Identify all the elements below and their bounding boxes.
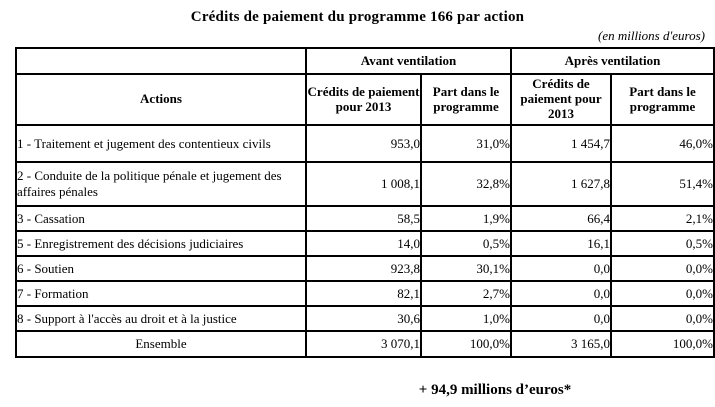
table-row-total: Ensemble 3 070,1 100,0% 3 165,0 100,0%: [15, 330, 715, 358]
avant-credits-value: 58,5: [305, 205, 422, 232]
apres-credits-value: 1 454,7: [510, 124, 612, 163]
col-header-part-avant: Part dans le programme: [420, 73, 512, 126]
avant-part-value: 1,0%: [420, 305, 512, 332]
col-header-actions: Actions: [15, 73, 307, 126]
apres-part-value: 46,0%: [609, 124, 715, 163]
table-row-action-2: 2 - Conduite de la politique pénale et j…: [15, 161, 715, 207]
total-avant-credits-value: 3 070,1: [305, 330, 422, 358]
avant-part-value: 31,0%: [420, 124, 512, 163]
unit-note: (en millions d'euros): [597, 28, 705, 43]
apres-credits-value: 0,0: [510, 280, 612, 307]
footnote: + 94,9 millions d’euros*: [418, 382, 572, 398]
action-label: 8 - Support à l'accès au droit et à la j…: [15, 305, 307, 332]
group-header-row: Avant ventilation Après ventilation: [15, 47, 715, 75]
avant-credits-value: 14,0: [305, 230, 422, 257]
col-header-part-apres: Part dans le programme: [609, 73, 715, 126]
total-avant-part-value: 100,0%: [420, 330, 512, 358]
col-header-credits-avant: Crédits de paiement pour 2013: [305, 73, 422, 126]
action-label: 5 - Enregistrement des décisions judicia…: [15, 230, 307, 257]
blank-corner-cell: [15, 47, 307, 75]
table-row-action-6: 6 - Soutien 923,8 30,1% 0,0 0,0%: [15, 255, 715, 282]
total-apres-part-value: 100,0%: [609, 330, 715, 358]
column-header-row: Actions Crédits de paiement pour 2013 Pa…: [15, 73, 715, 126]
apres-credits-value: 1 627,8: [510, 161, 612, 207]
apres-credits-value: 0,0: [510, 305, 612, 332]
group-header-apres: Après ventilation: [509, 47, 715, 75]
table-row-action-3: 3 - Cassation 58,5 1,9% 66,4 2,1%: [15, 205, 715, 232]
table-row-action-7: 7 - Formation 82,1 2,7% 0,0 0,0%: [15, 280, 715, 307]
action-label: 1 - Traitement et jugement des contentie…: [15, 124, 307, 163]
total-apres-credits-value: 3 165,0: [510, 330, 612, 358]
col-header-credits-apres: Crédits de paiement pour 2013: [510, 73, 612, 126]
avant-part-value: 1,9%: [420, 205, 512, 232]
apres-part-value: 0,5%: [609, 230, 715, 257]
avant-credits-value: 82,1: [305, 280, 422, 307]
group-header-avant: Avant ventilation: [305, 47, 512, 75]
apres-part-value: 0,0%: [609, 280, 715, 307]
page-title: Crédits de paiement du programme 166 par…: [190, 9, 525, 25]
apres-part-value: 2,1%: [609, 205, 715, 232]
apres-part-value: 0,0%: [609, 305, 715, 332]
apres-credits-value: 16,1: [510, 230, 612, 257]
apres-part-value: 0,0%: [609, 255, 715, 282]
avant-credits-value: 953,0: [305, 124, 422, 163]
action-label: 6 - Soutien: [15, 255, 307, 282]
table-row-action-1: 1 - Traitement et jugement des contentie…: [15, 124, 715, 163]
avant-credits-value: 30,6: [305, 305, 422, 332]
apres-part-value: 51,4%: [609, 161, 715, 207]
avant-credits-value: 1 008,1: [305, 161, 422, 207]
avant-part-value: 32,8%: [420, 161, 512, 207]
apres-credits-value: 0,0: [510, 255, 612, 282]
avant-credits-value: 923,8: [305, 255, 422, 282]
avant-part-value: 2,7%: [420, 280, 512, 307]
total-label: Ensemble: [15, 330, 307, 358]
table-row-action-5: 5 - Enregistrement des décisions judicia…: [15, 230, 715, 257]
budget-table: Avant ventilation Après ventilation Acti…: [15, 47, 715, 358]
action-label: 2 - Conduite de la politique pénale et j…: [15, 161, 307, 207]
avant-part-value: 30,1%: [420, 255, 512, 282]
apres-credits-value: 66,4: [510, 205, 612, 232]
avant-part-value: 0,5%: [420, 230, 512, 257]
action-label: 3 - Cassation: [15, 205, 307, 232]
action-label: 7 - Formation: [15, 280, 307, 307]
table-row-action-8: 8 - Support à l'accès au droit et à la j…: [15, 305, 715, 332]
